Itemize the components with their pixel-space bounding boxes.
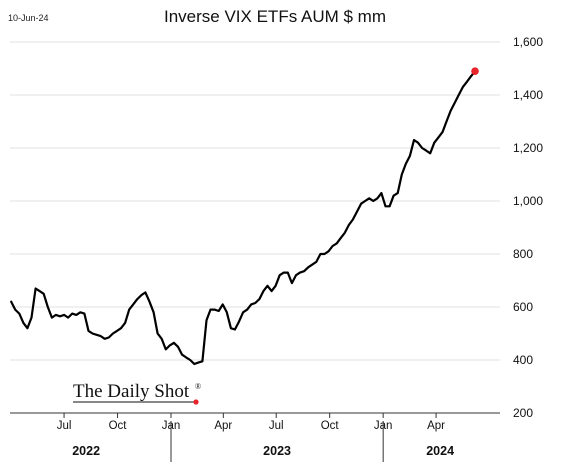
x-year-label: 2022 bbox=[72, 444, 100, 458]
x-tick-label: Jul bbox=[57, 420, 72, 432]
x-tick-label: Apr bbox=[427, 420, 445, 432]
series-layer bbox=[10, 67, 479, 366]
brand-dot bbox=[193, 399, 199, 405]
y-tick-label: 800 bbox=[513, 247, 533, 261]
y-tick-label: 1,400 bbox=[513, 88, 543, 102]
x-tick-label: Oct bbox=[109, 420, 128, 432]
last-point-marker bbox=[471, 67, 479, 75]
brand-text: The Daily Shot bbox=[73, 381, 190, 402]
y-axis: 1,600 1,400 1,200 1,000 800 600 400 200 bbox=[513, 35, 543, 420]
y-tick-label: 1,200 bbox=[513, 141, 543, 155]
brand-registered-mark: ® bbox=[195, 382, 201, 391]
chart-title: Inverse VIX ETFs AUM $ mm bbox=[164, 7, 386, 26]
y-tick-label: 200 bbox=[513, 406, 533, 420]
series-line bbox=[10, 70, 477, 366]
y-tick-label: 400 bbox=[513, 353, 533, 367]
x-tick-label: Oct bbox=[321, 420, 340, 432]
x-tick-label: Apr bbox=[214, 420, 232, 432]
x-tick-label: Jul bbox=[269, 420, 284, 432]
brand-watermark: The Daily Shot ® bbox=[73, 381, 201, 405]
y-tick-label: 1,600 bbox=[513, 35, 543, 49]
x-year-label: 2023 bbox=[263, 444, 291, 458]
y-tick-label: 1,000 bbox=[513, 194, 543, 208]
x-year-label: 2024 bbox=[426, 444, 454, 458]
date-stamp: 10-Jun-24 bbox=[8, 13, 49, 23]
y-tick-label: 600 bbox=[513, 300, 533, 314]
gridlines bbox=[10, 41, 500, 414]
